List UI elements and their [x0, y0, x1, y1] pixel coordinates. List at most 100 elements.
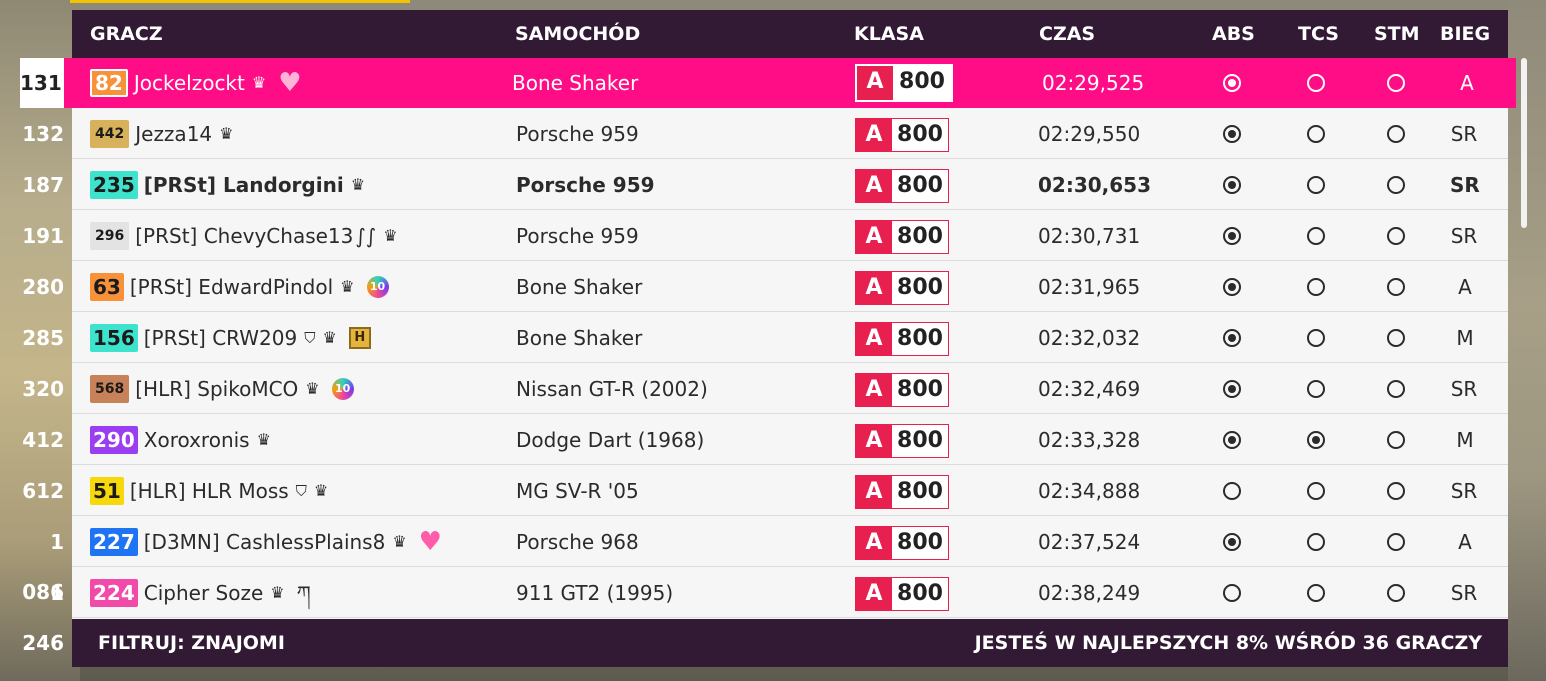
car-name: Porsche 959 — [516, 173, 655, 197]
class-badge: A 800 — [855, 118, 949, 152]
rank-number: 1 246 — [22, 581, 64, 655]
leaderboard-table: 82 Jockelzockt ♛ ♥ Bone Shaker A 800 02:29,525 A… — [64, 58, 1516, 619]
crown-icon: ♛ — [256, 430, 271, 449]
lap-time: 02:29,525 — [1042, 71, 1145, 95]
table-row[interactable]: 290 Xoroxronis ♛ Dodge Dart (1968) A 800 02:33… — [72, 415, 1508, 465]
player-name[interactable]: Jockelzockt — [133, 71, 245, 95]
abs-indicator — [1223, 482, 1241, 500]
abs-indicator — [1223, 176, 1241, 194]
column-header-stm[interactable]: STM — [1374, 23, 1420, 45]
table-row[interactable]: 82 Jockelzockt ♛ ♥ Bone Shaker A 800 02:29,525 A — [64, 58, 1516, 108]
car-name: MG SV-R '05 — [516, 479, 639, 503]
tcs-indicator — [1307, 482, 1325, 500]
heart-icon: ♥ — [418, 527, 442, 557]
abs-indicator — [1223, 74, 1241, 92]
crown-icon: ♛ — [392, 532, 407, 551]
rank-number: 132 — [22, 122, 64, 146]
class-letter: A — [856, 272, 892, 304]
player-name[interactable]: [D3MN] CashlessPlains8 — [143, 530, 386, 554]
player-cell: 290 Xoroxronis ♛ — [90, 415, 271, 465]
class-letter: A — [856, 323, 892, 355]
table-row[interactable]: 51 [HLR] HLR Moss ⛉ ♛ MG SV-R '05 A 800 02:34,8… — [72, 466, 1508, 516]
rank-number: 320 — [22, 377, 64, 401]
class-rating: 800 — [897, 479, 943, 504]
stm-indicator — [1387, 431, 1405, 449]
player-name[interactable]: [PRSt] ChevyChase13 — [135, 224, 354, 248]
player-name[interactable]: Xoroxronis — [143, 428, 250, 452]
table-row[interactable]: 296 [PRSt] ChevyChase13 ∫∫ ♛ Porsche 959 A 800… — [72, 211, 1508, 261]
stm-indicator — [1387, 176, 1405, 194]
gearbox-type: SR — [1450, 173, 1480, 197]
table-row[interactable]: 227 [D3MN] CashlessPlains8 ♛ ♥ Porsche 968 A 8… — [72, 517, 1508, 567]
player-cell: 63 [PRSt] EdwardPindol ♛ 10 — [90, 262, 389, 312]
player-name[interactable]: [HLR] SpikoMCO — [135, 377, 299, 401]
tcs-indicator — [1307, 584, 1325, 602]
column-header-tcs[interactable]: TCS — [1298, 23, 1339, 45]
player-name[interactable]: Jezza14 — [135, 122, 213, 146]
player-name[interactable]: [PRSt] EdwardPindol — [129, 275, 334, 299]
stm-indicator — [1387, 278, 1405, 296]
filter-button[interactable]: FILTRUJ: ZNAJOMI — [98, 632, 285, 654]
lap-time: 02:34,888 — [1038, 479, 1141, 503]
class-rating: 800 — [897, 326, 943, 351]
class-letter: A — [856, 578, 892, 610]
background-left — [0, 0, 80, 681]
class-letter: A — [856, 476, 892, 508]
stm-indicator — [1387, 125, 1405, 143]
background-right — [1508, 0, 1546, 681]
class-letter: A — [856, 527, 892, 559]
crown-icon: ♛ — [251, 73, 267, 92]
level-badge: 82 — [90, 69, 128, 97]
class-rating: 800 — [897, 377, 943, 402]
class-rating: 800 — [897, 173, 943, 198]
column-header-player[interactable]: GRACZ — [90, 23, 163, 45]
car-name: Nissan GT-R (2002) — [516, 377, 708, 401]
lap-time: 02:37,524 — [1038, 530, 1141, 554]
car-name: Dodge Dart (1968) — [516, 428, 705, 452]
level-badge: 63 — [90, 273, 124, 301]
crown-icon: ♛ — [270, 583, 285, 602]
class-badge: A 800 — [855, 64, 953, 102]
table-row[interactable]: 235 [PRSt] Landorgini ♛ Porsche 959 A 800 02:3… — [72, 160, 1508, 210]
player-name[interactable]: Cipher Soze — [143, 581, 264, 605]
column-header-car[interactable]: SAMOCHÓD — [515, 23, 641, 45]
column-header-class[interactable]: KLASA — [854, 23, 924, 45]
player-name[interactable]: [PRSt] Landorgini — [143, 173, 344, 197]
class-letter: A — [856, 221, 892, 253]
car-name: Bone Shaker — [512, 71, 639, 95]
table-row[interactable]: 63 [PRSt] EdwardPindol ♛ 10 Bone Shaker A 800 0… — [72, 262, 1508, 312]
player-name[interactable]: [HLR] HLR Moss — [129, 479, 289, 503]
car-name: Porsche 968 — [516, 530, 639, 554]
lap-time: 02:32,469 — [1038, 377, 1141, 401]
rank-number: 191 — [22, 224, 64, 248]
player-cell: 51 [HLR] HLR Moss ⛉ ♛ — [90, 466, 328, 516]
lap-time: 02:38,249 — [1038, 581, 1141, 605]
stm-indicator — [1387, 329, 1405, 347]
class-badge: A 800 — [855, 271, 949, 305]
table-row[interactable]: 568 [HLR] SpikoMCO ♛ 10 Nissan GT-R (2002) A 8… — [72, 364, 1508, 414]
abs-indicator — [1223, 533, 1241, 551]
table-row[interactable]: 156 [PRSt] CRW209 ⛉ ♛ H Bone Shaker A 800 02:32,… — [72, 313, 1508, 363]
player-cell: 82 Jockelzockt ♛ ♥ — [90, 58, 302, 108]
lap-time: 02:32,032 — [1038, 326, 1141, 350]
class-rating: 800 — [897, 224, 943, 249]
table-row[interactable]: 224 Cipher Soze ♛ ཀ 911 GT2 (1995) A 800 02:38,… — [72, 568, 1508, 618]
gearbox-type: SR — [1450, 224, 1478, 248]
tcs-indicator — [1307, 380, 1325, 398]
table-row[interactable]: 442 Jezza14 ♛ Porsche 959 A 800 02:29,550 SR — [72, 109, 1508, 159]
column-header-time[interactable]: CZAS — [1039, 23, 1096, 45]
stm-indicator — [1387, 74, 1405, 92]
column-header-gear[interactable]: BIEG — [1440, 23, 1491, 45]
scrollbar[interactable] — [1521, 58, 1527, 228]
crown-icon: ♛ — [340, 277, 355, 296]
crown-icon: ♛ — [313, 481, 329, 500]
player-name[interactable]: [PRSt] CRW209 — [143, 326, 298, 350]
stm-indicator — [1387, 584, 1405, 602]
ss-icon: ∫∫ — [355, 224, 377, 248]
level-badge: 51 — [90, 477, 124, 505]
column-header-abs[interactable]: ABS — [1212, 23, 1255, 45]
player-cell: 296 [PRSt] ChevyChase13 ∫∫ ♛ — [90, 211, 398, 261]
crown-icon: ♛ — [305, 379, 320, 398]
class-letter: A — [856, 119, 892, 151]
level-badge: 156 — [90, 324, 138, 352]
